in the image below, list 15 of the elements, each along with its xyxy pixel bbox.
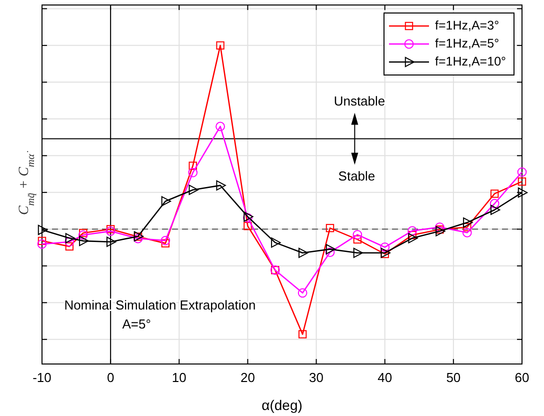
x-tick-label: 0 bbox=[106, 370, 114, 385]
legend-label: f=1Hz,A=5° bbox=[435, 36, 500, 50]
x-tick-label: 10 bbox=[172, 370, 186, 385]
x-tick-label: 20 bbox=[240, 370, 255, 385]
x-tick-label: -10 bbox=[32, 370, 52, 385]
x-tick-label: 30 bbox=[309, 370, 324, 385]
x-axis-title: α(deg) bbox=[262, 397, 302, 413]
annotation: Stable bbox=[338, 168, 376, 184]
legend-label: f=1Hz,A=10° bbox=[435, 54, 506, 68]
legend-label: f=1Hz,A=3° bbox=[435, 18, 500, 32]
annotation: A=5° bbox=[122, 316, 151, 332]
x-tick-label: 50 bbox=[446, 370, 461, 385]
annotation: Unstable bbox=[334, 93, 386, 108]
x-tick-label: 60 bbox=[514, 370, 530, 385]
x-tick-label: 40 bbox=[378, 370, 392, 385]
